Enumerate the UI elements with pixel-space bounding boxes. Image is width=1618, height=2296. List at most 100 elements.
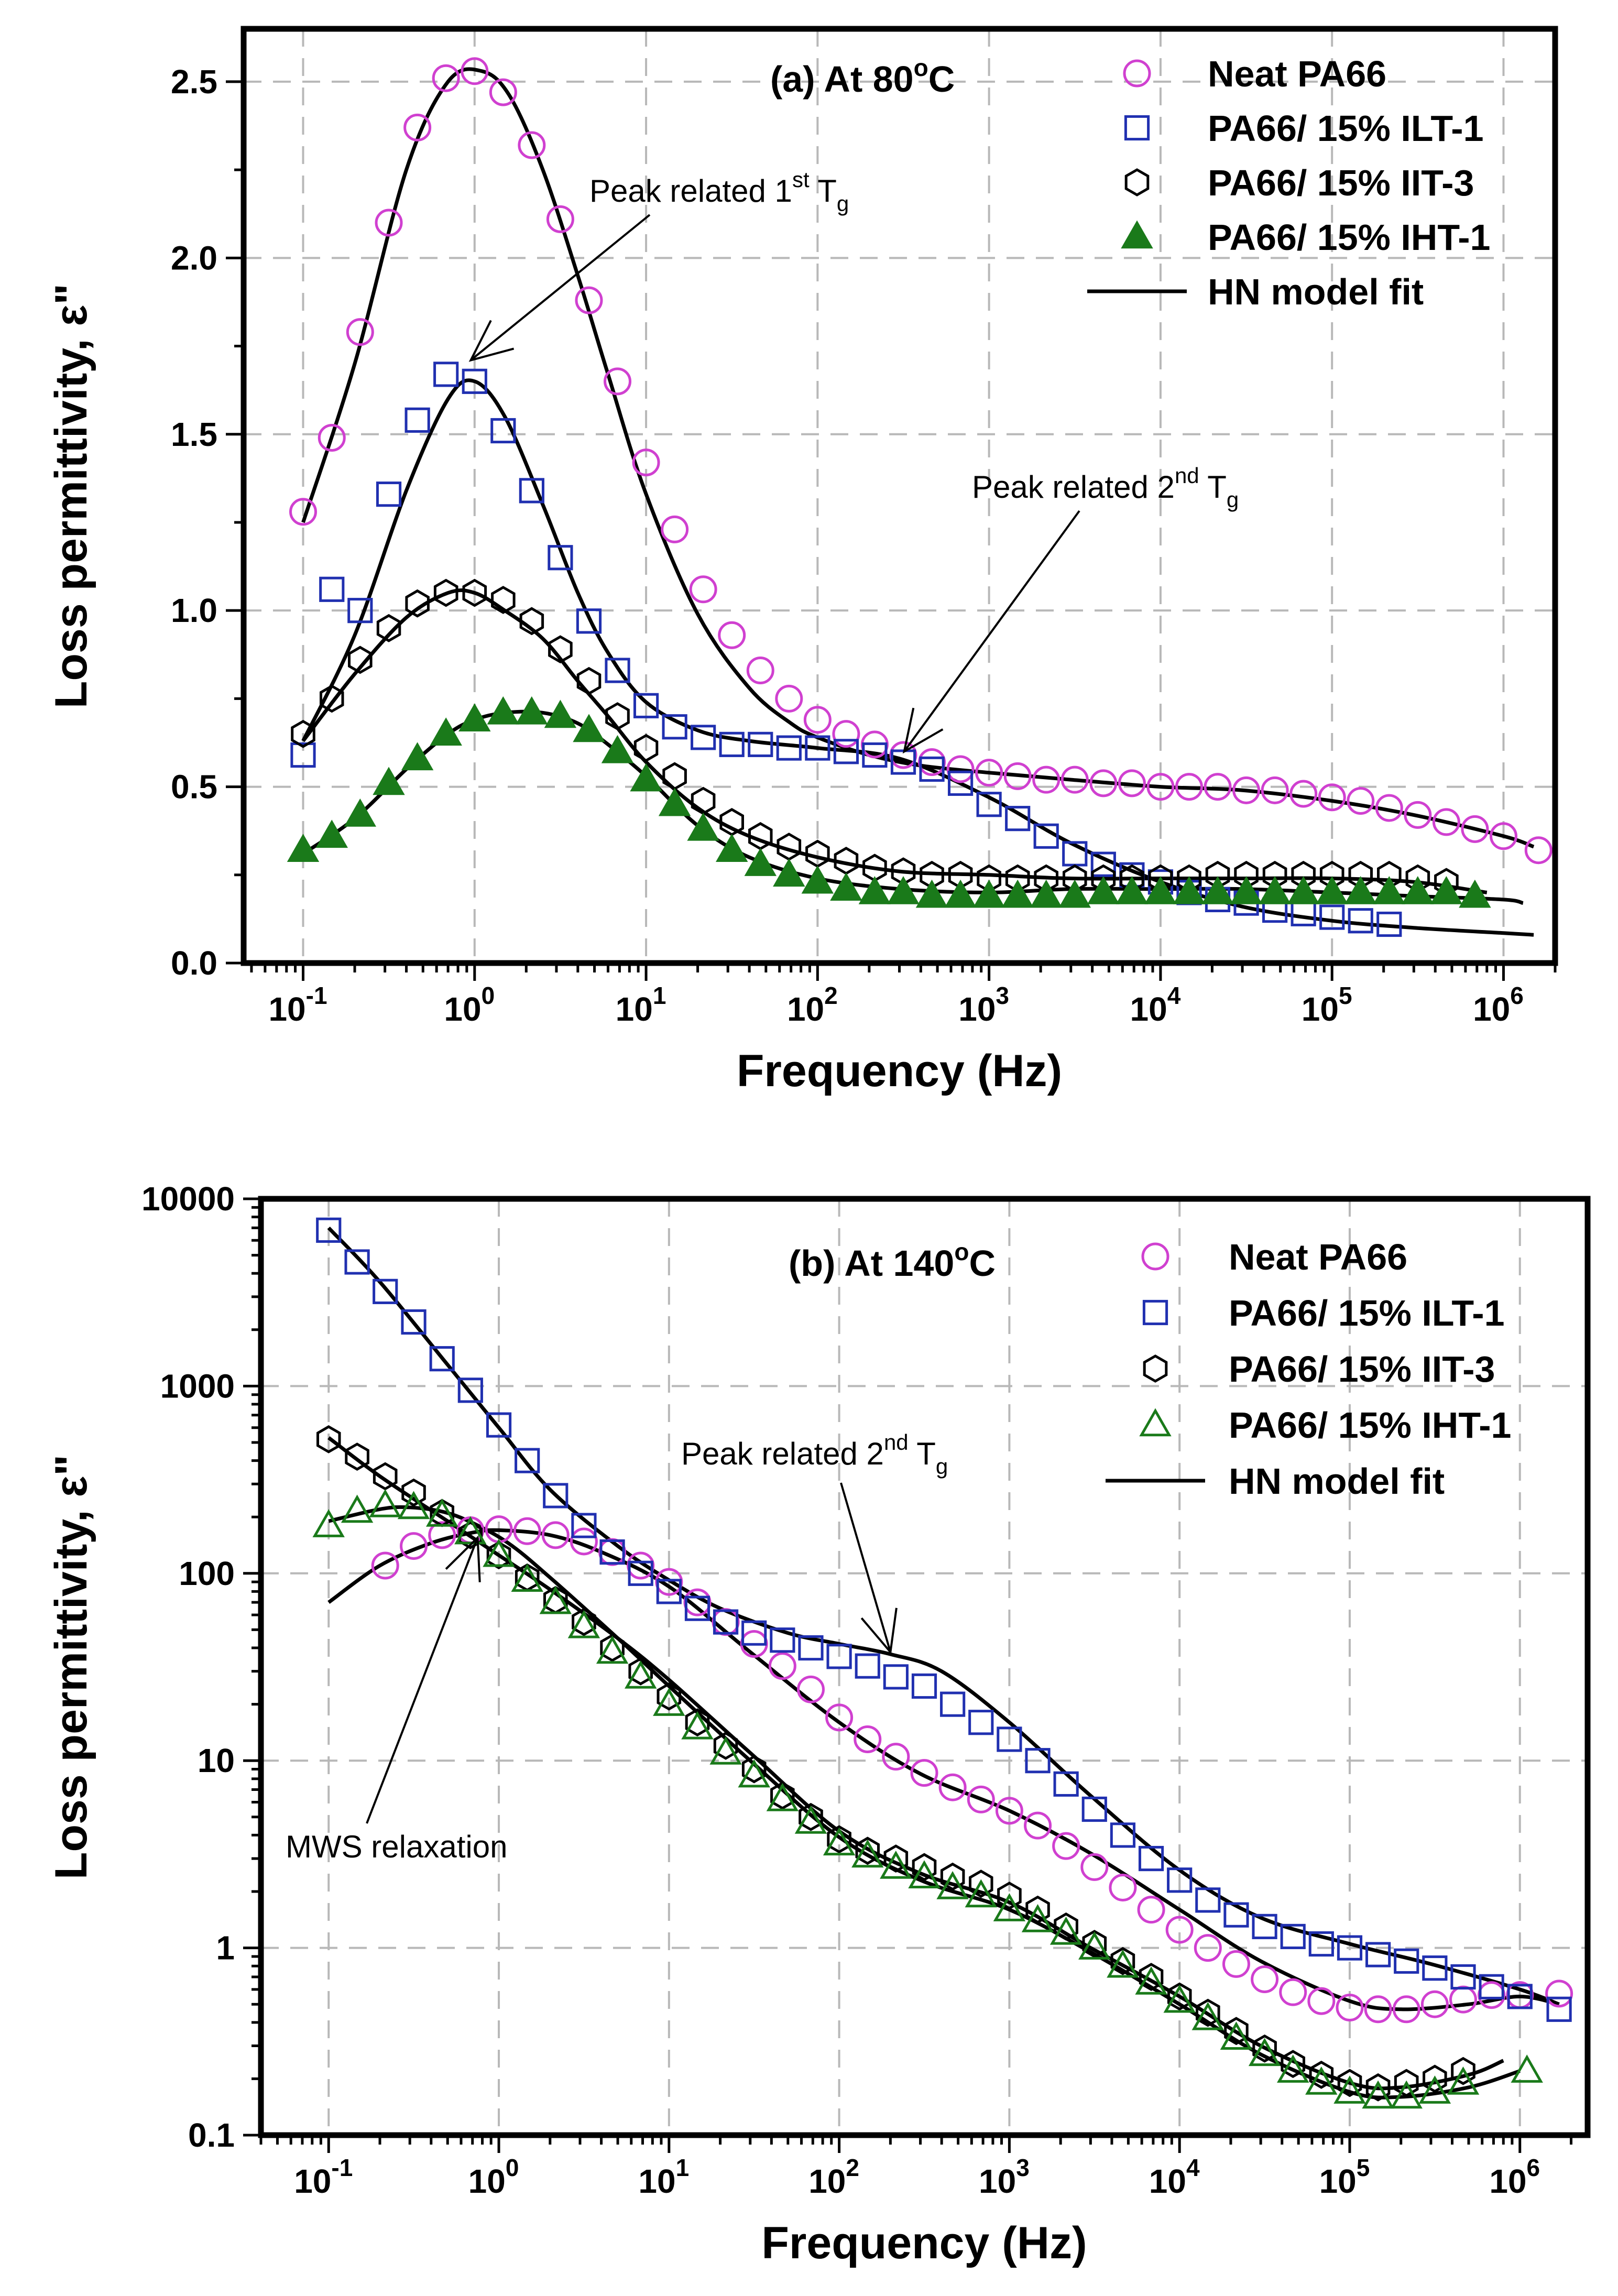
data-point-iht — [312, 1509, 345, 1537]
data-point-ilt — [1394, 1948, 1419, 1974]
data-point-ilt — [543, 1483, 569, 1508]
y-axis-label: Loss permittivity, ε" — [46, 283, 96, 708]
data-point-iht — [1135, 1966, 1167, 1995]
y-axis-label: Loss permittivity, ε" — [46, 1455, 96, 1879]
data-point-iht — [373, 767, 405, 795]
data-point-iht — [1078, 1931, 1111, 1960]
x-tick-label: 104 — [1130, 982, 1181, 1028]
data-point-ilt — [713, 1609, 739, 1635]
series-iit-b — [316, 1425, 1475, 2102]
y-tick-label: 10 — [198, 1742, 235, 1779]
data-point-neat — [975, 759, 1003, 787]
data-point-neat — [1420, 1990, 1449, 2018]
annotation-text: Peak related 2nd Tg — [972, 463, 1239, 512]
data-point-neat — [946, 755, 975, 783]
data-point-ilt — [656, 1579, 682, 1604]
annotation-arrow-head — [445, 1535, 481, 1582]
data-point-neat — [461, 57, 489, 85]
data-point-iht — [425, 1498, 458, 1527]
data-point-ilt — [1546, 1996, 1572, 2022]
y-tick-label: 10000 — [141, 1180, 235, 1218]
data-point-iit — [373, 1462, 398, 1491]
data-point-neat — [910, 1759, 938, 1787]
data-point-ilt — [515, 1448, 540, 1473]
data-point-neat — [1080, 1853, 1109, 1881]
chart-title: (b) At 140oC — [789, 1238, 996, 1284]
data-point-ilt — [1252, 1914, 1277, 1939]
data-point-iht — [1163, 1984, 1196, 2013]
data-point-ilt — [776, 735, 802, 761]
data-point-neat — [1392, 1995, 1420, 2024]
data-point-iht — [1230, 876, 1263, 904]
data-point-iht — [1362, 2080, 1394, 2109]
data-point-ilt — [883, 1664, 909, 1690]
data-point-iht — [687, 812, 719, 841]
data-point-neat — [1232, 776, 1261, 804]
data-point-neat — [689, 575, 717, 604]
data-point-iht — [823, 1827, 856, 1856]
data-point-iit — [1054, 1912, 1078, 1941]
data-point-iht — [1058, 879, 1091, 908]
data-point-ilt — [719, 731, 745, 757]
data-point-neat — [832, 720, 860, 748]
data-point-ilt — [1005, 806, 1031, 832]
data-point-neat — [1364, 1995, 1392, 2024]
data-point-neat — [1052, 1832, 1080, 1860]
x-tick-label: 106 — [1489, 2154, 1540, 2200]
data-point-iht — [766, 1783, 799, 1811]
legend-label-neat: Neat PA66 — [1208, 53, 1386, 94]
x-tick-label: 101 — [616, 982, 666, 1028]
data-point-ilt — [319, 576, 345, 602]
x-tick-label: 106 — [1473, 982, 1524, 1028]
series-iit-a — [291, 578, 1459, 896]
data-point-neat — [318, 423, 346, 452]
data-point-iht — [454, 1516, 487, 1545]
data-point-iit — [855, 1836, 880, 1865]
data-point-iht — [1459, 879, 1491, 908]
data-point-neat — [1432, 808, 1460, 836]
data-point-iht — [1087, 876, 1120, 904]
data-point-neat — [746, 657, 774, 685]
data-point-ilt — [976, 792, 1002, 817]
data-point-iht — [287, 834, 320, 862]
data-point-iht — [936, 1871, 969, 1899]
data-point-neat — [882, 1743, 910, 1771]
data-point-iit — [719, 808, 744, 836]
data-point-neat — [1307, 1987, 1336, 2015]
y-tick-label: 1.5 — [171, 416, 217, 453]
data-point-iht — [1220, 2021, 1253, 2050]
data-point-iht — [972, 879, 1005, 908]
fit-line-ilt — [301, 378, 1534, 937]
data-point-ilt — [741, 1620, 767, 1646]
annotation-text: MWS relaxation — [286, 1829, 507, 1864]
legend-a: Neat PA66 PA66/ 15% ILT-1 PA66/ 15% IIT-3 P… — [1087, 53, 1491, 312]
data-point-iit — [320, 684, 344, 713]
y-ticks-a: 0.0 0.5 1.0 1.5 2.0 2.5 — [171, 63, 244, 982]
data-point-neat — [1524, 836, 1553, 865]
data-point-neat — [1251, 1965, 1279, 1993]
annotation-arrow-head — [902, 707, 944, 754]
data-point-iht — [539, 1586, 572, 1614]
data-point-iht — [709, 1736, 742, 1765]
data-point-iit — [799, 1802, 823, 1831]
data-point-ilt — [1365, 1942, 1391, 1967]
data-point-neat — [661, 515, 689, 543]
data-point-iit — [770, 1781, 795, 1810]
data-point-neat — [403, 113, 432, 141]
data-point-neat — [967, 1785, 995, 1813]
data-point-ilt — [457, 1377, 483, 1403]
data-point-iit — [519, 607, 544, 636]
data-point-iht — [1390, 2080, 1423, 2109]
data-point-neat — [1175, 773, 1203, 801]
legend-label-iit: PA66/ 15% IIT-3 — [1208, 162, 1474, 203]
data-point-iht — [1316, 876, 1348, 904]
data-point-iit — [628, 1657, 653, 1686]
data-point-iht — [794, 1805, 827, 1834]
data-point-iht — [1107, 1949, 1139, 1978]
data-point-ilt — [462, 368, 487, 394]
data-point-iht — [1402, 876, 1434, 904]
data-point-ilt — [833, 739, 859, 764]
data-point-ilt — [376, 482, 402, 507]
data-point-neat — [775, 684, 803, 713]
data-point-iht — [1001, 879, 1034, 908]
